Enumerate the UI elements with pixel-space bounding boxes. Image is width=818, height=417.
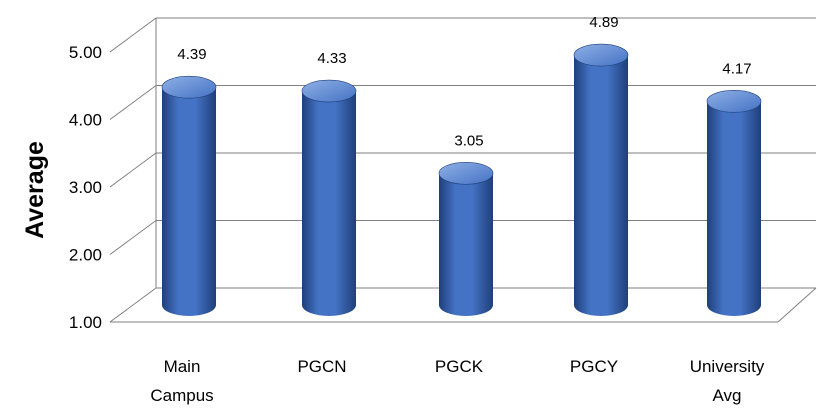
y-axis-title: Average xyxy=(21,141,49,239)
bar-body xyxy=(574,55,628,316)
bar-top xyxy=(573,43,629,67)
bars xyxy=(161,43,762,316)
y-tick-label: 4.00 xyxy=(69,111,102,130)
data-label: 4.17 xyxy=(722,60,751,77)
bar-pgck xyxy=(438,161,494,316)
bar-body xyxy=(439,173,493,316)
bar-university-avg xyxy=(706,90,762,316)
gridline-depth xyxy=(109,17,157,53)
grid-layer xyxy=(109,17,817,323)
bar-pgcn xyxy=(301,79,357,316)
data-label: 4.33 xyxy=(317,50,346,67)
bar-body xyxy=(162,87,216,316)
gridline-depth xyxy=(109,220,157,255)
x-tick-label: University Avg xyxy=(690,357,765,405)
x-tick-label: PGCY xyxy=(570,357,618,376)
gridline-depth xyxy=(109,287,157,323)
gridline-depth xyxy=(109,152,157,188)
y-tick-label: 3.00 xyxy=(69,178,102,197)
bar-top xyxy=(706,90,762,113)
x-tick-label: PGCK xyxy=(435,357,484,376)
bar-top xyxy=(438,161,494,185)
x-tick-label: PGCN xyxy=(297,357,346,376)
y-tick-label: 2.00 xyxy=(69,246,102,265)
bar-pgcy xyxy=(573,43,629,316)
floor-right-edge xyxy=(777,287,817,323)
y-tick-label: 1.00 xyxy=(69,313,102,332)
data-label: 4.89 xyxy=(589,14,618,31)
data-label: 4.39 xyxy=(177,46,206,63)
bar-body xyxy=(302,91,356,316)
data-labels: 4.39 4.33 3.05 4.89 4.17 xyxy=(177,14,751,149)
bar-top xyxy=(161,75,217,99)
y-tick-label: 5.00 xyxy=(69,43,102,62)
gridline-depth xyxy=(109,85,157,120)
data-label: 3.05 xyxy=(454,132,483,149)
y-tick-labels: 1.00 2.00 3.00 4.00 5.00 xyxy=(69,43,102,332)
bar-main-campus xyxy=(161,75,217,316)
bar-top xyxy=(301,79,357,103)
category-labels: Main Campus PGCN PGCK PGCY University Avg xyxy=(150,357,764,405)
bar-body xyxy=(707,101,761,316)
x-tick-label: Main Campus xyxy=(150,357,213,405)
